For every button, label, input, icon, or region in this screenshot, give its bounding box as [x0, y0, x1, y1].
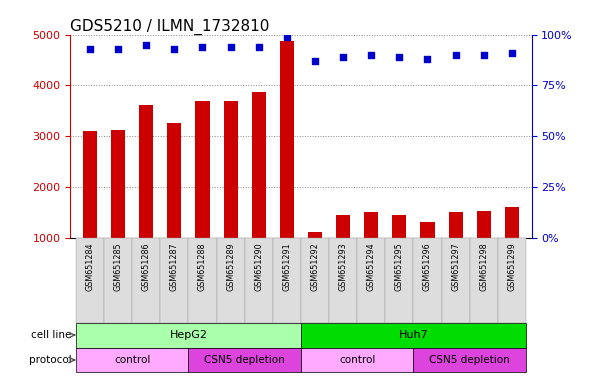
Bar: [132, 238, 160, 323]
Point: [338, 54, 348, 60]
Bar: [392, 215, 406, 238]
Bar: [196, 101, 210, 238]
Bar: [301, 323, 526, 348]
Bar: [386, 238, 414, 323]
Bar: [420, 222, 434, 238]
Point: [141, 42, 151, 48]
Point: [225, 44, 235, 50]
Text: Huh7: Huh7: [398, 330, 428, 340]
Text: control: control: [114, 355, 150, 365]
Text: GSM651290: GSM651290: [254, 242, 263, 291]
Bar: [83, 131, 97, 238]
Bar: [357, 238, 386, 323]
Point: [197, 44, 207, 50]
Bar: [448, 212, 463, 238]
Point: [282, 33, 291, 40]
Bar: [329, 238, 357, 323]
Bar: [336, 215, 350, 238]
Point: [85, 46, 95, 52]
Text: GSM651295: GSM651295: [395, 242, 404, 291]
Point: [451, 52, 461, 58]
Bar: [244, 238, 273, 323]
Bar: [216, 238, 244, 323]
Point: [254, 44, 263, 50]
Text: GDS5210 / ILMN_1732810: GDS5210 / ILMN_1732810: [70, 18, 269, 35]
Bar: [308, 232, 322, 238]
Bar: [498, 238, 526, 323]
Text: GSM651292: GSM651292: [310, 242, 320, 291]
Text: GSM651297: GSM651297: [451, 242, 460, 291]
Text: GSM651294: GSM651294: [367, 242, 376, 291]
Text: HepG2: HepG2: [169, 330, 207, 340]
Point: [310, 58, 320, 64]
Point: [395, 54, 404, 60]
Bar: [139, 105, 153, 238]
Text: GSM651289: GSM651289: [226, 242, 235, 291]
Bar: [273, 238, 301, 323]
Text: control: control: [339, 355, 375, 365]
Text: CSN5 depletion: CSN5 depletion: [204, 355, 285, 365]
Text: protocol: protocol: [29, 355, 71, 365]
Point: [423, 56, 433, 62]
Text: GSM651299: GSM651299: [507, 242, 516, 291]
Point: [479, 52, 489, 58]
Bar: [188, 238, 216, 323]
Text: GSM651288: GSM651288: [198, 242, 207, 291]
Text: GSM651284: GSM651284: [86, 242, 95, 291]
Bar: [76, 323, 301, 348]
Point: [367, 52, 376, 58]
Text: GSM651287: GSM651287: [170, 242, 179, 291]
Bar: [252, 92, 266, 238]
Text: GSM651298: GSM651298: [479, 242, 488, 291]
Bar: [414, 348, 526, 372]
Bar: [301, 348, 414, 372]
Bar: [188, 348, 301, 372]
Bar: [160, 238, 188, 323]
Bar: [76, 238, 104, 323]
Bar: [167, 122, 181, 238]
Bar: [280, 41, 294, 238]
Bar: [442, 238, 470, 323]
Text: cell line: cell line: [31, 330, 71, 340]
Bar: [505, 207, 519, 238]
Bar: [364, 212, 378, 238]
Bar: [414, 238, 442, 323]
Text: GSM651293: GSM651293: [338, 242, 348, 291]
Bar: [76, 348, 188, 372]
Bar: [477, 211, 491, 238]
Text: CSN5 depletion: CSN5 depletion: [430, 355, 510, 365]
Bar: [224, 101, 238, 238]
Bar: [470, 238, 498, 323]
Text: GSM651296: GSM651296: [423, 242, 432, 291]
Text: GSM651291: GSM651291: [282, 242, 291, 291]
Bar: [301, 238, 329, 323]
Bar: [104, 238, 132, 323]
Point: [169, 46, 179, 52]
Text: GSM651286: GSM651286: [142, 242, 151, 291]
Point: [507, 50, 517, 56]
Point: [113, 46, 123, 52]
Text: GSM651285: GSM651285: [114, 242, 123, 291]
Bar: [111, 130, 125, 238]
